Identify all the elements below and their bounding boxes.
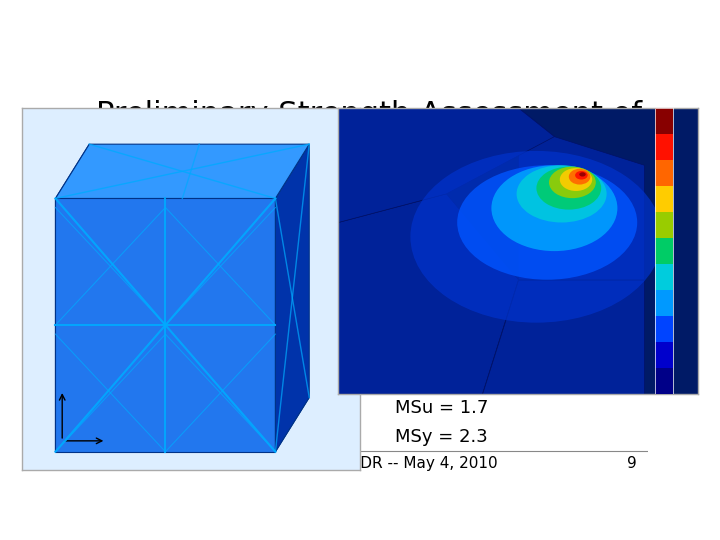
Text: 9: 9 [627, 456, 637, 471]
Ellipse shape [579, 172, 586, 177]
Ellipse shape [575, 171, 588, 179]
Polygon shape [338, 108, 554, 222]
Text: Preliminary Strength Assessment of
X-Structure Frame: Preliminary Strength Assessment of X-Str… [96, 100, 642, 165]
Polygon shape [518, 108, 644, 280]
Bar [655, 186, 673, 212]
Polygon shape [55, 144, 89, 451]
Polygon shape [55, 144, 310, 198]
Ellipse shape [491, 165, 618, 251]
Polygon shape [338, 108, 518, 222]
Bar [655, 264, 673, 290]
Bar [655, 368, 673, 394]
Bar [655, 290, 673, 316]
Text: AMS-02 Delta CDR -- May 4, 2010: AMS-02 Delta CDR -- May 4, 2010 [240, 456, 498, 471]
Bar [655, 108, 673, 134]
Polygon shape [338, 194, 518, 394]
Ellipse shape [560, 168, 593, 191]
Polygon shape [55, 198, 275, 451]
Ellipse shape [549, 167, 596, 198]
Ellipse shape [536, 167, 601, 210]
Ellipse shape [517, 165, 606, 222]
Text: Margins of Safety: Margins of Safety [344, 366, 539, 385]
Polygon shape [55, 397, 310, 451]
Polygon shape [482, 280, 644, 394]
Bar [655, 238, 673, 264]
Ellipse shape [457, 165, 637, 280]
Bar [655, 108, 673, 394]
Ellipse shape [569, 169, 590, 185]
Text: ANSYS: ANSYS [657, 99, 671, 103]
Text: MSu = 1.7: MSu = 1.7 [395, 399, 488, 417]
Bar [655, 342, 673, 368]
Bar [655, 160, 673, 186]
Polygon shape [275, 144, 310, 451]
Bar [655, 212, 673, 238]
Ellipse shape [410, 151, 662, 322]
Bar [655, 134, 673, 160]
Text: MSy = 2.3: MSy = 2.3 [395, 428, 488, 446]
Text: Carl Lauritzen/ESCG: Carl Lauritzen/ESCG [101, 456, 255, 471]
Bar [655, 316, 673, 342]
